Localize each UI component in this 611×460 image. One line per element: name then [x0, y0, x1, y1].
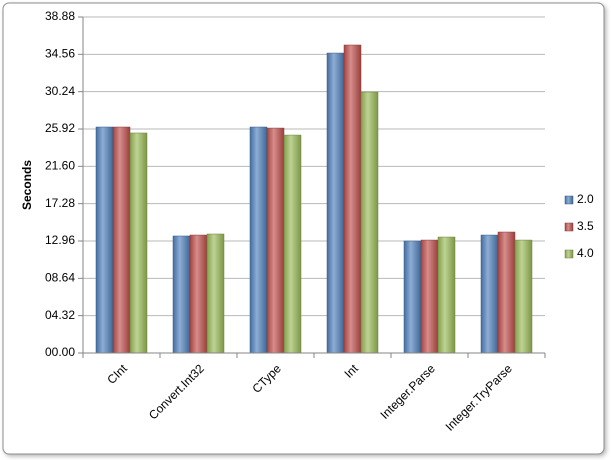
y-tick-label: 38.88: [45, 9, 75, 23]
bar: [189, 234, 208, 354]
legend-swatch: [564, 222, 574, 232]
y-tick-label: 08.64: [45, 271, 75, 285]
legend-label: 4.0: [577, 246, 594, 260]
bar: [172, 235, 191, 354]
bar: [206, 233, 225, 354]
legend-swatch: [564, 195, 574, 205]
bar: [129, 132, 148, 354]
legend-label: 2.0: [577, 192, 594, 206]
bar: [266, 127, 285, 354]
y-tick-label: 25.92: [45, 121, 75, 135]
bar: [420, 239, 439, 354]
bar: [497, 231, 516, 354]
y-tick-label: 04.32: [45, 308, 75, 322]
y-tick-label: 34.56: [45, 47, 75, 61]
bar: [326, 52, 345, 354]
bar: [514, 239, 533, 354]
bar: [360, 91, 379, 354]
y-tick-label: 21.60: [45, 159, 75, 173]
y-tick-label: 00.00: [45, 345, 75, 359]
bar: [437, 236, 456, 354]
y-tick-label: 12.96: [45, 233, 75, 247]
bar: [403, 240, 422, 354]
y-tick-label: 30.24: [45, 84, 75, 98]
plot-area: [83, 17, 545, 353]
bar: [343, 44, 362, 354]
legend-swatch: [564, 249, 574, 259]
y-axis-label: Seconds: [20, 160, 34, 210]
bar: [283, 134, 302, 354]
bar: [480, 234, 499, 354]
bar: [112, 126, 131, 354]
bar: [249, 126, 268, 354]
y-tick-label: 17.28: [45, 196, 75, 210]
legend-label: 3.5: [577, 219, 594, 233]
bar: [95, 126, 114, 354]
